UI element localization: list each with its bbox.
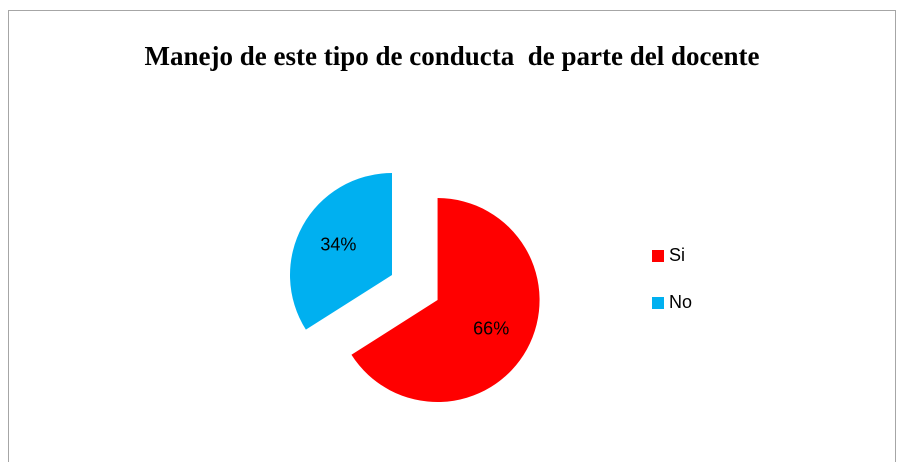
data-label: 34% <box>320 234 356 254</box>
pie-slice <box>290 173 392 330</box>
pie-slice <box>351 198 540 403</box>
legend-swatch <box>652 250 664 262</box>
legend-swatch <box>652 297 664 309</box>
data-label: 66% <box>473 318 509 338</box>
chart-title: Manejo de este tipo de conducta de parte… <box>144 41 760 71</box>
legend-label: Si <box>669 245 685 265</box>
chart-frame <box>8 10 896 462</box>
legend-label: No <box>669 292 692 312</box>
